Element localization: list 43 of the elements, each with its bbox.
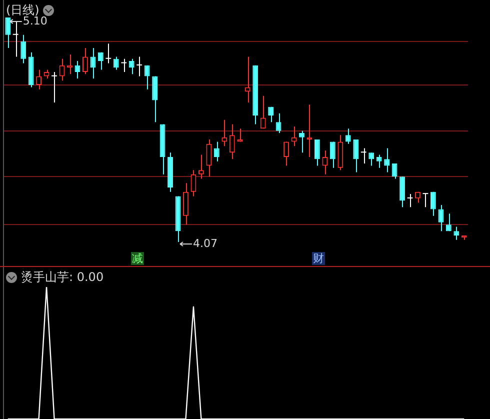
candlestick: [360, 148, 366, 164]
candlestick: [322, 150, 328, 175]
candlestick: [353, 139, 359, 173]
candlestick: [284, 141, 289, 166]
candlestick: [299, 130, 304, 154]
candlestick: [438, 204, 444, 232]
candlestick: [20, 34, 26, 64]
candlestick: [52, 71, 57, 103]
annotation: 4.07: [193, 236, 218, 250]
candlestick: [106, 43, 112, 64]
chart-title: 烫手山芋: 0.00: [21, 269, 104, 286]
candlestick: [422, 193, 428, 208]
candlestick: [12, 21, 18, 58]
candlestick: [330, 141, 336, 168]
candlestick: [407, 194, 413, 208]
candlestick: [430, 191, 436, 216]
candlestick: [400, 176, 405, 208]
candlestick: [183, 182, 188, 226]
candlestick: [345, 128, 351, 144]
candlestick: [376, 154, 382, 168]
candlestick: [454, 226, 460, 240]
annotation: 减: [131, 252, 144, 265]
candlestick: [260, 95, 266, 130]
candlestick: [90, 47, 96, 79]
candlestick: [144, 64, 150, 90]
annotation: 5.10: [22, 14, 48, 28]
chart-title: (日线): [6, 2, 40, 17]
candlestick: [121, 58, 127, 72]
candlestick: [244, 56, 250, 103]
candlestick: [314, 139, 320, 166]
candlestick: [128, 58, 134, 75]
candlestick: [206, 139, 212, 178]
candlestick: [152, 76, 158, 123]
candlestick: [5, 16, 11, 48]
annotation: 财: [312, 252, 325, 265]
candlestick: [384, 148, 390, 173]
candlestick: [136, 56, 142, 77]
candlestick: [229, 124, 235, 160]
candlestick: [276, 112, 282, 134]
candlestick: [368, 152, 374, 166]
candlestick: [446, 213, 452, 232]
candlestick: [198, 154, 204, 180]
candlestick: [82, 47, 88, 75]
